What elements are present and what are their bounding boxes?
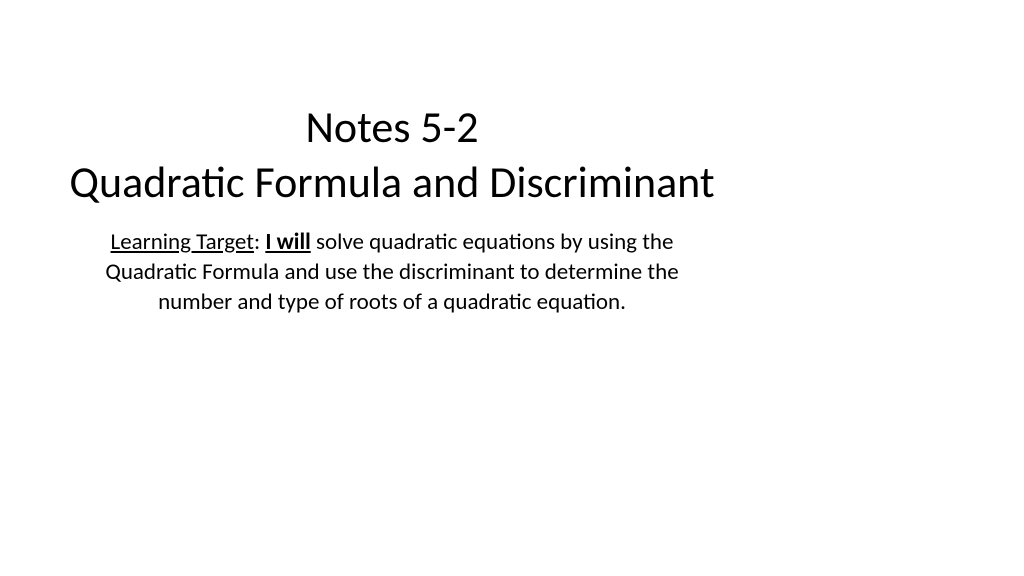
slide-content: Notes 5-2 Quadratic Formula and Discrimi… bbox=[0, 0, 1024, 318]
colon-separator: : bbox=[254, 228, 265, 256]
slide-subtitle: Learning Target: I will solve quadratic … bbox=[60, 228, 724, 318]
learning-target-emphasis: I will bbox=[265, 228, 310, 256]
slide-title: Notes 5-2 Quadratic Formula and Discrimi… bbox=[60, 100, 724, 210]
title-line-2: Quadratic Formula and Discriminant bbox=[60, 155, 724, 210]
title-line-1: Notes 5-2 bbox=[60, 100, 724, 155]
learning-target-label: Learning Target bbox=[111, 228, 254, 256]
